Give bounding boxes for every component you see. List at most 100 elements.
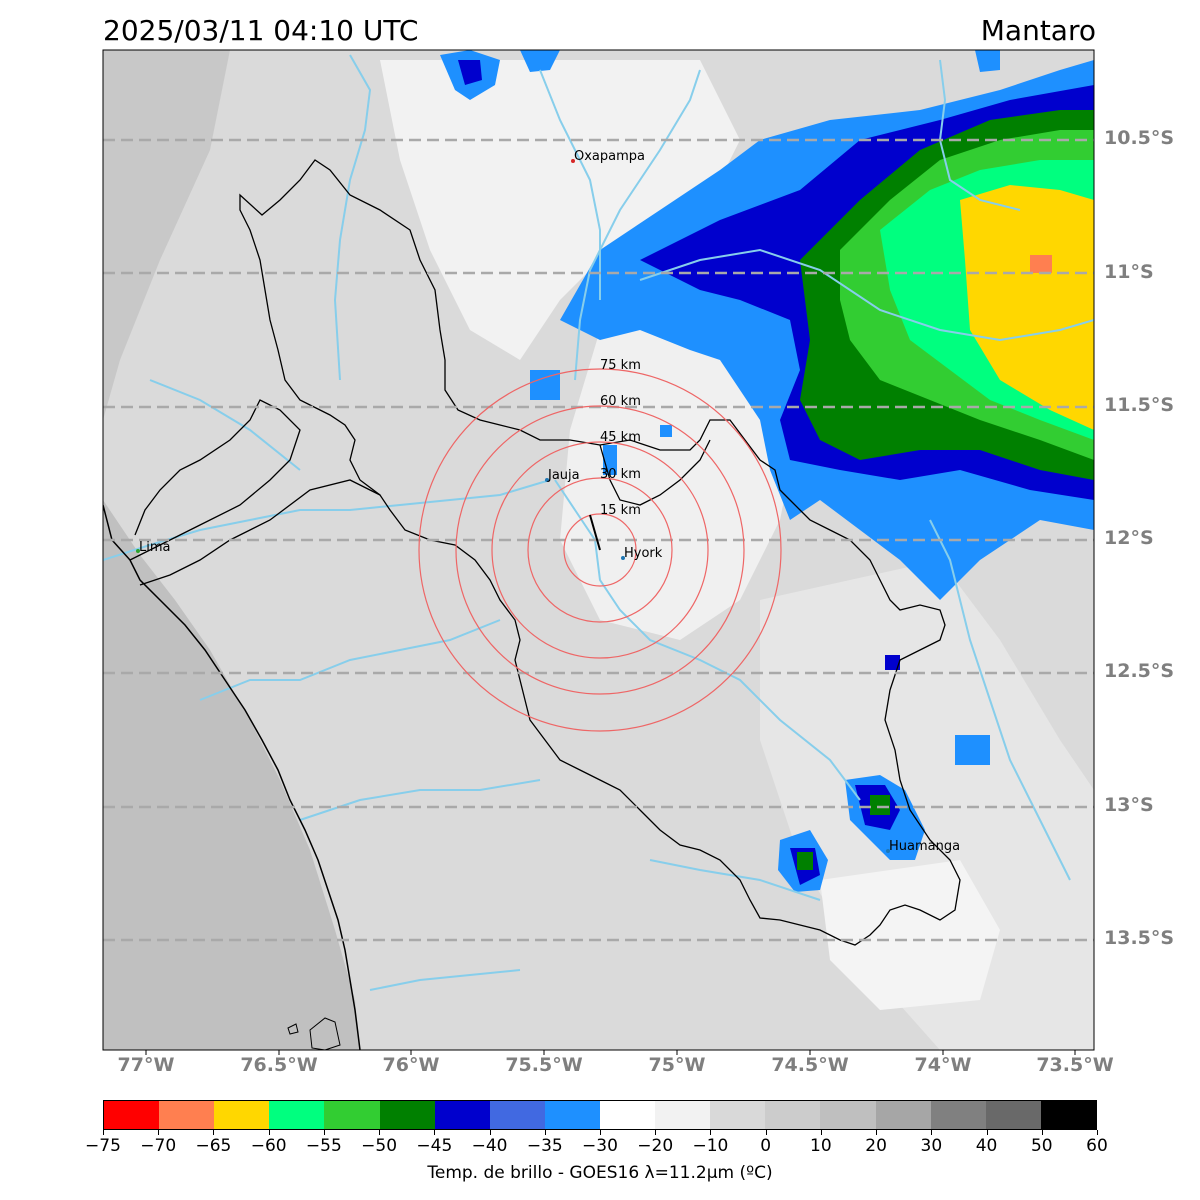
city-label-lima: Lima bbox=[139, 540, 170, 555]
colorbar-segment bbox=[930, 1101, 986, 1129]
colorbar bbox=[103, 1100, 1097, 1130]
subbasin-boundary bbox=[599, 439, 711, 506]
ring-label-45: 45 km bbox=[600, 430, 641, 445]
colorbar-tick-mark bbox=[986, 1130, 988, 1135]
colorbar-tick-mark bbox=[710, 1130, 712, 1135]
range-ring-30km bbox=[527, 477, 673, 623]
colorbar-tick-mark bbox=[103, 1130, 104, 1135]
colorbar-tick-mark bbox=[323, 1130, 325, 1135]
colorbar-tick-mark bbox=[379, 1130, 381, 1135]
colorbar-tick-mark bbox=[268, 1130, 270, 1135]
lat-label-11: 11°S bbox=[1104, 261, 1154, 283]
lat-label-13: 13°S bbox=[1104, 794, 1154, 816]
colorbar-tick-mark bbox=[600, 1130, 601, 1135]
colorbar-tick-mark bbox=[489, 1130, 491, 1135]
west-highland-shade bbox=[103, 50, 230, 420]
colorbar-segment bbox=[544, 1101, 600, 1129]
colorbar-tick-label: 60 bbox=[1086, 1136, 1108, 1156]
colorbar-tick-label: −65 bbox=[195, 1136, 232, 1156]
colorbar-tick-label: −30 bbox=[582, 1136, 618, 1156]
lat-label-10-5: 10.5°S bbox=[1104, 127, 1175, 149]
colorbar-segment bbox=[985, 1101, 1041, 1129]
mantaro-basin-boundary bbox=[239, 159, 961, 946]
range-rings bbox=[418, 368, 782, 732]
colorbar-segment bbox=[875, 1101, 931, 1129]
colorbar-tick-mark bbox=[434, 1130, 436, 1135]
cloud-patch-south bbox=[820, 860, 1000, 1010]
colorbar-tick-label: −35 bbox=[526, 1136, 563, 1156]
city-label-oxapampa: Oxapampa bbox=[574, 149, 645, 164]
colorbar-segment bbox=[489, 1101, 545, 1129]
colorbar-tick-mark bbox=[931, 1130, 933, 1135]
colorbar-tick-label: −55 bbox=[305, 1136, 342, 1156]
range-ring-45km bbox=[491, 441, 709, 659]
city-label-huamanga: Huamanga bbox=[889, 839, 960, 854]
lon-label-76: 76°W bbox=[382, 1054, 440, 1076]
colorbar-segment bbox=[710, 1101, 766, 1129]
region-title: Mantaro bbox=[980, 14, 1096, 47]
colorbar-tick-mark bbox=[876, 1130, 878, 1135]
colorbar-tick-label: 20 bbox=[865, 1136, 887, 1156]
rivers bbox=[103, 54, 1094, 991]
datetime-title: 2025/03/11 04:10 UTC bbox=[103, 14, 419, 47]
lurin-basin-boundary bbox=[139, 479, 381, 586]
storm-cell-jauja-3 bbox=[660, 425, 672, 437]
city-label-hyork: Hyork bbox=[624, 546, 663, 561]
lon-label-74: 74°W bbox=[914, 1054, 972, 1076]
colorbar-tick-label: 40 bbox=[975, 1136, 998, 1156]
ring-label-60: 60 km bbox=[600, 394, 641, 409]
city-marker-lima bbox=[136, 549, 140, 553]
colorbar-segment bbox=[599, 1101, 656, 1129]
lon-label-75-5: 75.5°W bbox=[505, 1054, 583, 1076]
colorbar-segment bbox=[379, 1101, 435, 1129]
lat-label-12: 12°S bbox=[1104, 527, 1154, 549]
city-marker-jauja bbox=[545, 478, 549, 482]
colorbar-tick-label: −75 bbox=[85, 1136, 121, 1156]
colorbar-segment bbox=[104, 1101, 160, 1129]
rimac-basin-boundary bbox=[129, 399, 301, 561]
colorbar-tick-label: −10 bbox=[692, 1136, 729, 1156]
colorbar-segment bbox=[1040, 1101, 1096, 1129]
map-frame bbox=[102, 49, 1095, 1051]
lat-label-12-5: 12.5°S bbox=[1104, 660, 1175, 682]
colorbar-tick-mark bbox=[655, 1130, 657, 1135]
colorbar-tick-label: −70 bbox=[140, 1136, 177, 1156]
colorbar-tick-label: −60 bbox=[250, 1136, 287, 1156]
storm-cell-north-1-core bbox=[458, 60, 482, 85]
colorbar-segment bbox=[159, 1101, 215, 1129]
ring-label-75: 75 km bbox=[600, 358, 641, 373]
city-marker-huamanga bbox=[886, 849, 890, 853]
colorbar-tick-label: −20 bbox=[637, 1136, 674, 1156]
colorbar-segment bbox=[434, 1101, 490, 1129]
lat-label-13-5: 13.5°S bbox=[1104, 927, 1175, 949]
lon-label-77: 77°W bbox=[117, 1054, 175, 1076]
colorbar-segment bbox=[269, 1101, 325, 1129]
colorbar-tick-mark bbox=[158, 1130, 160, 1135]
city-marker-oxapampa bbox=[571, 159, 575, 163]
lat-label-11-5: 11.5°S bbox=[1104, 394, 1175, 416]
ring-label-30: 30 km bbox=[600, 467, 641, 482]
range-ring-75km bbox=[418, 368, 782, 732]
lon-label-76-5: 76.5°W bbox=[240, 1054, 318, 1076]
ring-label-15: 15 km bbox=[600, 503, 641, 518]
storm-cell-huamanga-deep bbox=[870, 795, 890, 815]
colorbar-tick-label: −40 bbox=[471, 1136, 508, 1156]
storm-cell-southwest-deep bbox=[797, 852, 813, 870]
lat-gridlines bbox=[103, 138, 1094, 942]
colorbar-tick-mark bbox=[820, 1130, 822, 1135]
colorbar-tick-label: 50 bbox=[1030, 1136, 1053, 1156]
colorbar-tick-mark bbox=[1041, 1130, 1043, 1135]
city-label-jauja: Jauja bbox=[547, 468, 580, 483]
storm-complex-east bbox=[560, 60, 1094, 600]
storm-cell-north-3 bbox=[975, 50, 1000, 72]
colorbar-label: Temp. de brillo - GOES16 λ=11.2μm (ºC) bbox=[427, 1163, 773, 1183]
island bbox=[287, 1023, 299, 1035]
colorbar-segment bbox=[324, 1101, 380, 1129]
colorbar-tick-label: 10 bbox=[810, 1136, 832, 1156]
colorbar-segment bbox=[820, 1101, 876, 1129]
cloud-patch-north bbox=[380, 60, 740, 360]
colorbar-tick-label: 30 bbox=[920, 1136, 943, 1156]
colorbar-tick-label: 0 bbox=[760, 1136, 772, 1156]
city-marker-hyork bbox=[621, 556, 625, 560]
colorbar-tick-mark bbox=[1097, 1130, 1098, 1135]
